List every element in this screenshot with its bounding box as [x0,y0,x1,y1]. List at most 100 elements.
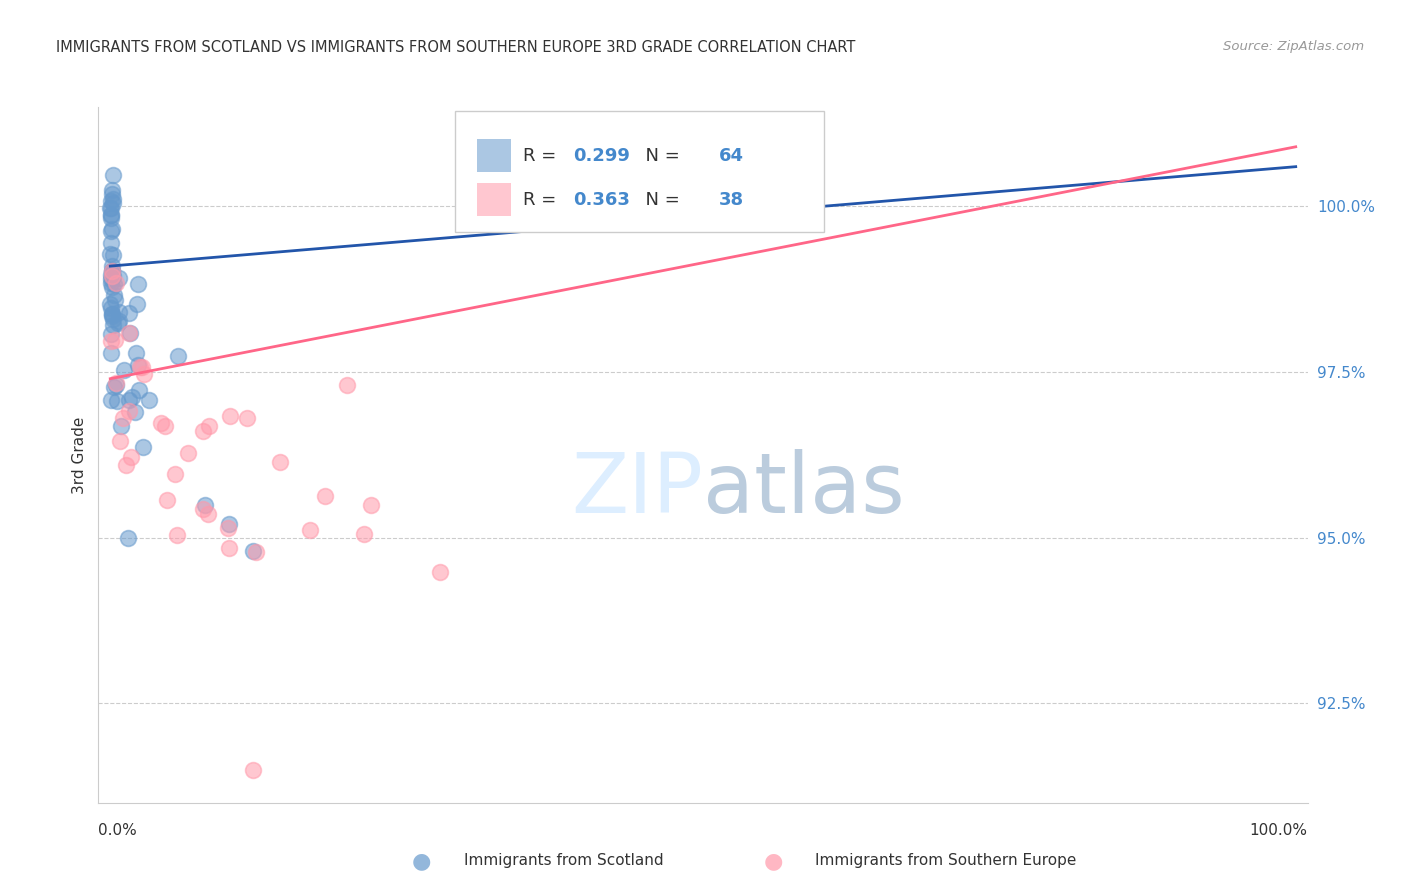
Point [269,454,291,468]
Text: atlas: atlas [703,450,904,530]
Point [218,517,240,532]
Point [314,489,336,503]
Point [117,306,139,320]
Point [121,390,143,404]
Point [103,380,125,394]
Point [299,524,322,538]
Point [101,264,124,278]
FancyBboxPatch shape [477,183,510,216]
Point [107,317,129,331]
Point [105,394,128,409]
Point [108,270,131,285]
Point [353,526,375,541]
Point [105,378,128,392]
Point [360,498,382,512]
Point [100,301,122,315]
Point [176,446,198,460]
Text: ●: ● [763,851,783,871]
Point [100,224,122,238]
Text: N =: N = [634,191,686,209]
Point [110,418,132,433]
Point [100,207,122,221]
Point [198,418,221,433]
Point [100,201,122,215]
Point [118,403,141,417]
Point [108,305,131,319]
Point [128,384,150,398]
Point [132,440,155,454]
Text: Immigrants from Southern Europe: Immigrants from Southern Europe [815,854,1077,868]
Point [242,544,264,558]
Point [100,260,122,274]
Point [217,521,239,535]
Text: 38: 38 [718,191,744,209]
Point [108,434,131,448]
Point [100,309,122,323]
Point [131,359,153,374]
Point [101,269,124,284]
Point [104,276,127,290]
Point [197,508,219,522]
Point [165,467,187,481]
Point [124,404,146,418]
Point [101,193,124,207]
Point [101,169,124,183]
Point [193,424,215,438]
Point [101,264,124,278]
Text: 0.363: 0.363 [574,191,630,209]
Point [115,458,138,472]
Point [117,326,139,340]
Point [127,277,149,292]
Point [218,541,240,555]
Point [429,565,451,579]
Point [101,264,124,278]
Text: Source: ZipAtlas.com: Source: ZipAtlas.com [1223,40,1364,54]
Point [149,417,172,431]
Point [101,307,124,321]
Point [117,531,139,545]
Point [125,346,148,360]
Point [100,246,122,260]
Text: R =: R = [523,191,562,209]
Point [103,196,125,211]
Point [336,378,359,392]
Point [100,235,122,250]
Point [100,268,122,283]
Point [127,297,149,311]
Point [111,411,134,425]
Point [101,248,124,262]
Point [127,358,149,372]
Point [134,367,156,381]
Point [103,277,125,292]
Text: ●: ● [412,851,432,871]
Point [101,187,124,202]
Point [100,297,122,311]
Point [100,194,122,209]
Point [100,272,122,286]
Point [120,450,142,464]
Point [100,392,122,407]
Point [100,268,122,283]
Point [100,276,122,290]
Point [112,363,135,377]
Point [100,327,122,342]
Text: Immigrants from Scotland: Immigrants from Scotland [464,854,664,868]
FancyBboxPatch shape [477,139,510,172]
Point [120,326,142,341]
Text: R =: R = [523,147,562,165]
Point [118,393,141,408]
Text: 64: 64 [718,147,744,165]
FancyBboxPatch shape [456,111,824,232]
Point [101,271,124,285]
Point [101,307,124,321]
Point [104,293,127,307]
Point [236,410,259,425]
Point [101,221,124,235]
Point [104,333,127,347]
Point [191,501,214,516]
Text: IMMIGRANTS FROM SCOTLAND VS IMMIGRANTS FROM SOUTHERN EUROPE 3RD GRADE CORRELATIO: IMMIGRANTS FROM SCOTLAND VS IMMIGRANTS F… [56,40,856,55]
Text: 0.299: 0.299 [574,147,630,165]
Point [245,545,267,559]
Point [153,418,176,433]
Point [138,392,160,407]
